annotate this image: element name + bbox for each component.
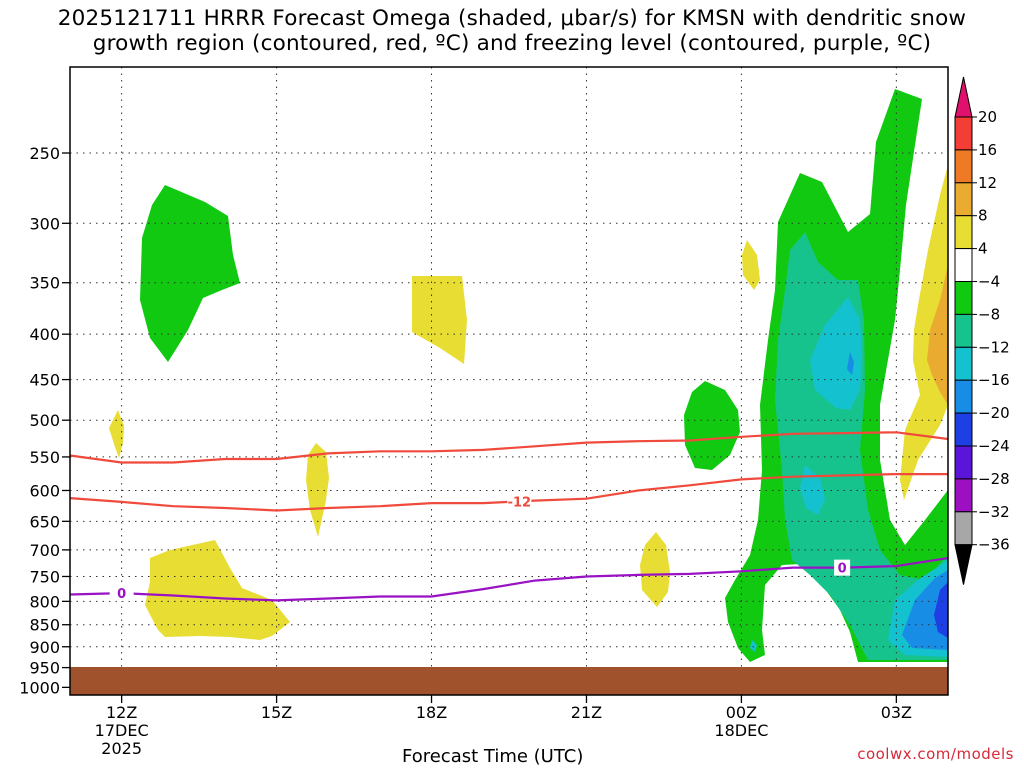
colorbar-label: 12 bbox=[978, 174, 997, 192]
colorbar-swatch bbox=[954, 511, 973, 546]
y-tick-label: 750 bbox=[29, 567, 60, 586]
x-tick-label: 03Z bbox=[881, 703, 912, 722]
colorbar-swatch bbox=[954, 379, 973, 414]
title-line-2: growth region (contoured, red, ºC) and f… bbox=[92, 31, 932, 56]
omega-region-cyan bbox=[750, 640, 757, 652]
y-tick-label: 650 bbox=[29, 512, 60, 531]
vertical-gridlines bbox=[121, 67, 897, 695]
y-tick-label: 950 bbox=[29, 659, 60, 678]
x-tick-date: 18DEC bbox=[714, 721, 768, 740]
omega-region-yellow bbox=[412, 276, 467, 364]
contour-label: 0 bbox=[117, 587, 126, 602]
contour-label-bg bbox=[834, 559, 851, 576]
colorbar-swatch bbox=[954, 281, 973, 315]
colorbar-arrow-top bbox=[954, 76, 973, 118]
credit-link[interactable]: coolwx.com/models bbox=[857, 745, 1014, 763]
y-tick-label: 700 bbox=[29, 541, 60, 560]
title-line-1: 2025121711 HRRR Forecast Omega (shaded, … bbox=[57, 6, 967, 31]
contour-label: -12 bbox=[508, 495, 532, 510]
colorbar-label: −4 bbox=[978, 273, 1000, 291]
colorbar-swatch bbox=[954, 445, 973, 480]
colorbar-label: 20 bbox=[978, 108, 997, 126]
x-tick-label: 21Z bbox=[571, 703, 602, 722]
omega-region-blue bbox=[902, 570, 948, 650]
omega-region-cyan bbox=[810, 297, 862, 410]
y-tick-label: 350 bbox=[29, 274, 60, 293]
y-tick-label: 300 bbox=[29, 214, 60, 233]
y-tick-label: 400 bbox=[29, 325, 60, 344]
contour-line bbox=[69, 431, 949, 464]
omega-region-yellow bbox=[900, 165, 948, 500]
omega-region-orange bbox=[927, 265, 948, 405]
y-tick-label: 800 bbox=[29, 592, 60, 611]
colorbar-label: −24 bbox=[978, 437, 1010, 455]
colorbar-swatch bbox=[954, 215, 973, 250]
omega-region-green bbox=[684, 381, 740, 470]
colorbar-label: −32 bbox=[978, 503, 1010, 521]
colorbar-label: −8 bbox=[978, 305, 1000, 323]
colorbar-swatch bbox=[954, 248, 973, 283]
y-tick-label: 500 bbox=[29, 411, 60, 430]
temperature-contours: -12 0 0 bbox=[69, 431, 949, 602]
omega-region-navy bbox=[934, 582, 948, 638]
colorbar-label: −36 bbox=[978, 536, 1010, 554]
colorbar-swatch bbox=[954, 478, 973, 513]
colorbar-label: 8 bbox=[978, 207, 988, 225]
colorbar-swatch bbox=[954, 346, 973, 381]
chart-title: 2025121711 HRRR Forecast Omega (shaded, … bbox=[0, 6, 1024, 56]
x-tick-date: 17DEC bbox=[95, 721, 149, 740]
omega-region-yellow bbox=[742, 240, 760, 290]
y-tick-label: 250 bbox=[29, 144, 60, 163]
omega-region-green bbox=[140, 185, 240, 362]
omega-shading bbox=[109, 89, 948, 662]
colorbar-label: −12 bbox=[978, 338, 1010, 356]
colorbar-swatch bbox=[954, 149, 973, 184]
colorbar-arrow-bottom bbox=[954, 544, 973, 585]
x-tick-label: 18Z bbox=[416, 703, 447, 722]
y-tick-label: 600 bbox=[29, 481, 60, 500]
y-tick-label: 1000 bbox=[19, 678, 60, 697]
y-tick-label: 900 bbox=[29, 638, 60, 657]
x-tick-label: 00Z bbox=[726, 703, 757, 722]
colorbar-swatch bbox=[954, 412, 973, 447]
colorbar-label: −16 bbox=[978, 371, 1010, 389]
colorbar-label: 16 bbox=[978, 141, 997, 159]
omega-region-yellow bbox=[145, 540, 290, 640]
contour-label: 0 bbox=[838, 562, 847, 577]
colorbar-swatch bbox=[954, 116, 973, 151]
colorbar-label: −28 bbox=[978, 470, 1010, 488]
colorbar-label: 4 bbox=[978, 240, 988, 258]
contour-label-bg bbox=[507, 493, 532, 510]
y-tick-label: 550 bbox=[29, 448, 60, 467]
x-axis-label: Forecast Time (UTC) bbox=[402, 746, 584, 767]
colorbar-swatch bbox=[954, 313, 973, 348]
x-tick-label: 12Z bbox=[106, 703, 137, 722]
y-axis-ticks: 250 300 350 400 450 500 550 600 650 700 750 800 850 9… bbox=[19, 144, 70, 697]
plot-frame bbox=[69, 66, 949, 696]
omega-region-yellow bbox=[640, 532, 670, 607]
omega-region-blue bbox=[847, 352, 854, 375]
terrain-ground bbox=[70, 667, 948, 695]
omega-region-teal bbox=[775, 232, 948, 660]
y-tick-label: 850 bbox=[29, 616, 60, 635]
colorbar: 20 16 12 8 4 −4 −8 −12 −16 −20 −24 −28 −32 −36 bbox=[954, 76, 1010, 585]
contour-label-bg bbox=[109, 585, 134, 602]
x-tick-year: 2025 bbox=[101, 739, 142, 758]
y-tick-label: 450 bbox=[29, 371, 60, 390]
contour-line bbox=[69, 557, 949, 602]
x-tick-label: 15Z bbox=[261, 703, 292, 722]
colorbar-swatch bbox=[954, 182, 973, 217]
omega-region-yellow bbox=[109, 410, 124, 458]
colorbar-label: −20 bbox=[978, 404, 1010, 422]
